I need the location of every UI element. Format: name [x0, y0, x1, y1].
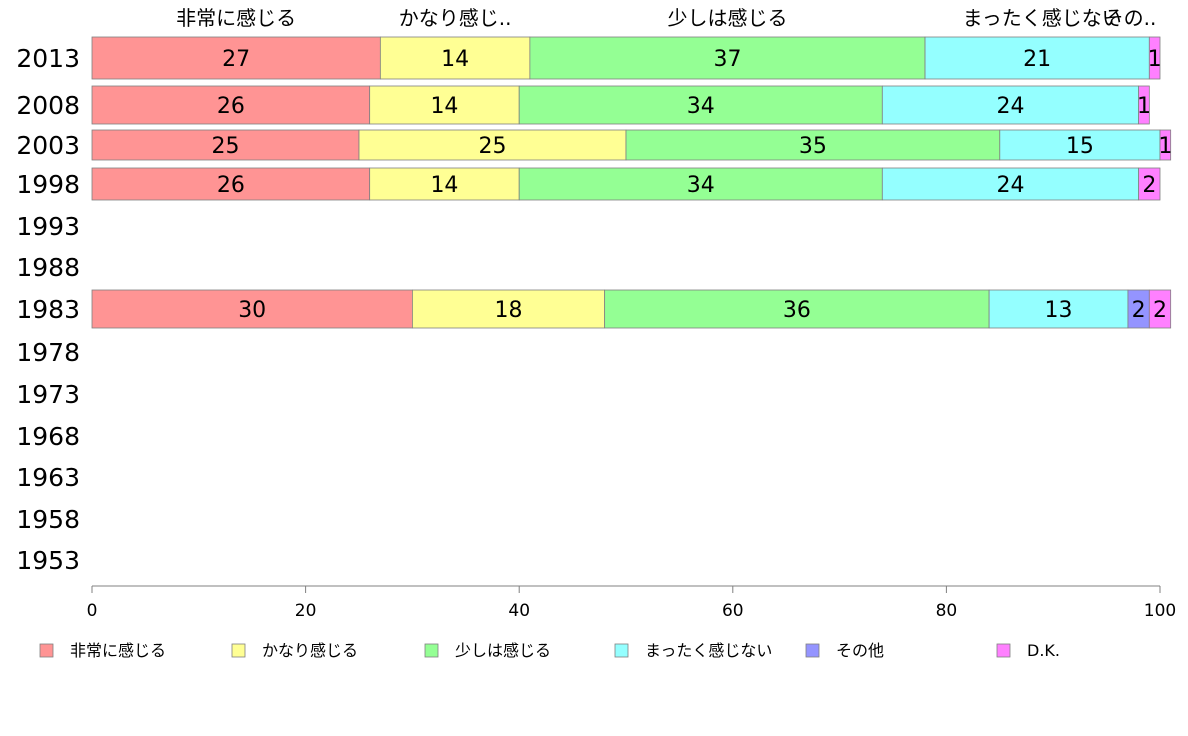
- bar-data-label: 24: [996, 173, 1024, 198]
- y-tick-label: 2003: [16, 131, 80, 160]
- bar-segment: [881, 167, 1140, 201]
- bar-data-label: 25: [212, 134, 240, 159]
- y-tick-label: 1968: [16, 422, 80, 451]
- bar-segment: [411, 289, 606, 329]
- y-axis-labels: 2013 2008 2003 1998 1993 1988 1983 1978 1973 1968…: [16, 44, 80, 575]
- bar-data-label: 24: [996, 94, 1024, 119]
- top-category-label: 非常に感じる: [176, 6, 296, 30]
- y-tick-label: 1988: [16, 253, 80, 282]
- bar-segment: [881, 85, 1140, 125]
- bar-data-label: 21: [1023, 47, 1051, 72]
- bar-data-label: 14: [441, 47, 469, 72]
- top-category-label: 少しは感じる: [667, 6, 787, 30]
- bar-data-label: 13: [1045, 298, 1073, 323]
- y-tick-label: 1963: [16, 463, 80, 492]
- bar-data-label: 30: [238, 298, 266, 323]
- bar-data-label: 14: [430, 173, 458, 198]
- y-tick-label: 1978: [16, 338, 80, 367]
- bar-data-label: 27: [222, 47, 250, 72]
- bar-data-label: 35: [799, 134, 827, 159]
- bar-segment: [924, 36, 1150, 80]
- bar-segment: [379, 36, 531, 80]
- bar-data-label: 26: [217, 173, 245, 198]
- bar-segment: [1138, 85, 1150, 125]
- x-axis: 0 20 40 60 80 100: [87, 585, 1176, 621]
- legend-swatch: [996, 643, 1011, 658]
- bar-data-label: 36: [783, 298, 811, 323]
- y-tick-label: 1983: [16, 295, 80, 324]
- x-tick-label: 100: [1144, 601, 1176, 621]
- bar-segment: [518, 167, 883, 201]
- bar-data-label: 2: [1153, 298, 1167, 323]
- legend-swatch: [805, 643, 820, 658]
- top-category-label: その..: [1104, 6, 1157, 30]
- bars-group: 27 14 37 21 1 26 14 34 24 1 25 25 35 15 1 26 14 34 24 2 30 18…: [91, 36, 1172, 329]
- top-category-label: まったく感じない: [963, 6, 1122, 30]
- bar-segment: [1148, 289, 1172, 329]
- bar-data-label: 34: [687, 173, 715, 198]
- legend-label: 少しは感じる: [455, 641, 551, 660]
- bar-segment: [529, 36, 926, 80]
- legend-label: かなり感じる: [262, 641, 358, 660]
- legend-label: その他: [836, 641, 884, 660]
- bar-data-label: 1: [1148, 47, 1162, 72]
- bar-data-label: 26: [217, 94, 245, 119]
- bar-segment: [625, 129, 1001, 161]
- x-tick-label: 80: [936, 601, 958, 621]
- y-tick-label: 2013: [16, 44, 80, 73]
- bar-segment: [518, 85, 883, 125]
- top-category-label: かなり感じ..: [399, 6, 512, 30]
- bar-data-label: 37: [713, 47, 741, 72]
- bar-segment: [1148, 36, 1161, 80]
- bar-data-label: 2: [1142, 173, 1156, 198]
- legend: 非常に感じる かなり感じる 少しは感じる まったく感じない その他 D.K.: [39, 641, 1060, 660]
- bar-segment: [91, 129, 360, 161]
- legend-swatch: [614, 643, 629, 658]
- bar-segment: [999, 129, 1161, 161]
- bar-segment: [369, 85, 520, 125]
- x-tick-label: 40: [508, 601, 530, 621]
- legend-label: まったく感じない: [645, 641, 772, 660]
- bar-data-label: 18: [495, 298, 523, 323]
- bar-data-label: 14: [430, 94, 458, 119]
- bar-segment: [1159, 129, 1172, 161]
- bar-segment: [91, 85, 371, 125]
- bar-segment: [1138, 167, 1161, 201]
- bar-data-label: 25: [479, 134, 507, 159]
- x-tick-label: 60: [722, 601, 744, 621]
- y-tick-label: 1998: [16, 170, 80, 199]
- y-tick-label: 1958: [16, 505, 80, 534]
- legend-swatch: [231, 643, 246, 658]
- legend-label: 非常に感じる: [70, 641, 166, 660]
- bar-segment: [91, 289, 413, 329]
- x-tick-label: 0: [87, 601, 98, 621]
- legend-label: D.K.: [1027, 641, 1060, 660]
- bar-segment: [91, 36, 381, 80]
- bar-data-label: 1: [1137, 94, 1151, 119]
- bar-data-label: 2: [1132, 298, 1146, 323]
- legend-swatch: [424, 643, 439, 658]
- bar-segment: [988, 289, 1129, 329]
- bar-data-label: 34: [687, 94, 715, 119]
- bar-segment: [91, 167, 371, 201]
- bar-segment: [604, 289, 990, 329]
- x-tick-label: 20: [295, 601, 317, 621]
- y-tick-label: 2008: [16, 91, 80, 120]
- legend-swatch: [39, 643, 54, 658]
- y-tick-label: 1953: [16, 546, 80, 575]
- y-tick-label: 1993: [16, 212, 80, 241]
- y-tick-label: 1973: [16, 380, 80, 409]
- bar-data-label: 1: [1158, 134, 1172, 159]
- bar-data-label: 15: [1066, 134, 1094, 159]
